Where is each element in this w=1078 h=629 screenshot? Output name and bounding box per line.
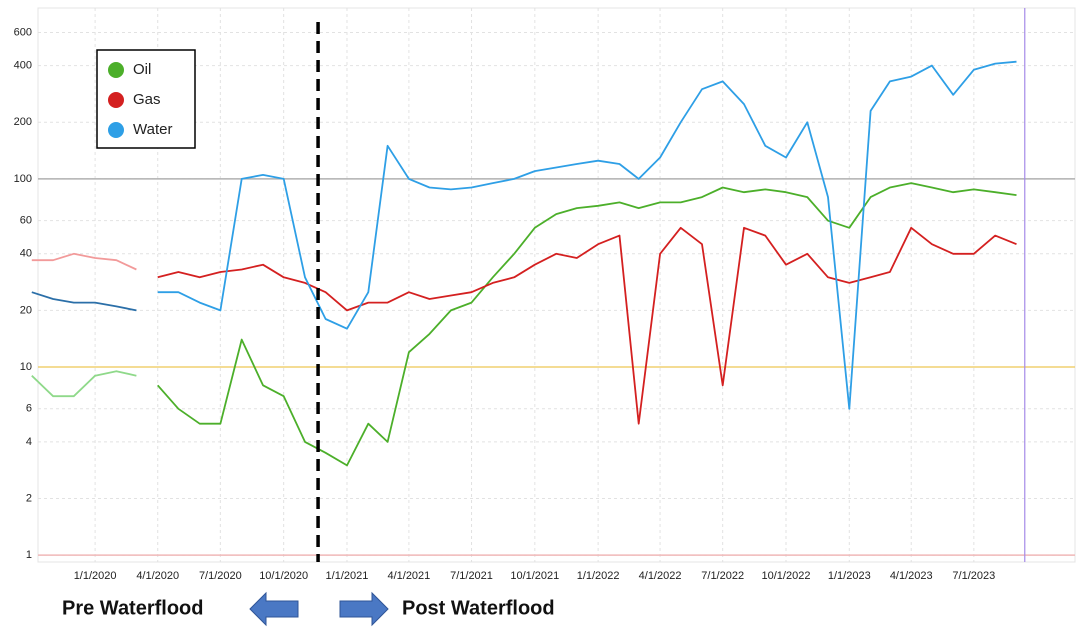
annotation: Pre Waterflood (62, 597, 204, 619)
x-tick-label: 4/1/2021 (387, 570, 430, 582)
legend-label: Water (133, 121, 172, 138)
x-tick-label: 1/1/2020 (74, 570, 117, 582)
x-tick-label: 4/1/2022 (639, 570, 682, 582)
y-tick-label: 20 (20, 304, 32, 316)
series-line (157, 182, 1017, 467)
x-tick-label: 10/1/2020 (259, 570, 308, 582)
x-tick-label: 7/1/2021 (450, 570, 493, 582)
y-tick-label: 600 (14, 26, 32, 38)
y-tick-label: 100 (14, 173, 32, 185)
x-tick-label: 4/1/2023 (890, 570, 933, 582)
x-tick-label: 10/1/2021 (510, 570, 559, 582)
x-tick-label: 4/1/2020 (136, 570, 179, 582)
y-tick-label: 4 (26, 436, 32, 448)
y-tick-label: 200 (14, 116, 32, 128)
legend-label: Gas (133, 91, 161, 108)
x-tick-label: 1/1/2022 (577, 570, 620, 582)
legend-swatch (108, 62, 124, 78)
x-tick-label: 1/1/2021 (326, 570, 369, 582)
arrow-right (339, 591, 389, 627)
history-line (31, 252, 137, 271)
annotation: Post Waterflood (402, 597, 555, 619)
x-tick-label: 7/1/2020 (199, 570, 242, 582)
y-tick-label: 400 (14, 60, 32, 72)
x-tick-label: 10/1/2022 (762, 570, 811, 582)
y-tick-label: 2 (26, 492, 32, 504)
legend-label: Oil (133, 61, 151, 78)
y-tick-label: 40 (20, 248, 32, 260)
y-tick-label: 1 (26, 549, 32, 561)
plot: 1 2 4 6 10 20 40 60 100 200 400 600 1/1/2020 4/1/2020… (14, 7, 1076, 582)
legend-swatch (108, 122, 124, 138)
y-tick-label: 60 (20, 215, 32, 227)
series-line (157, 60, 1017, 410)
x-tick-label: 1/1/2023 (828, 570, 871, 582)
y-tick-label: 10 (20, 361, 32, 373)
y-tick-label: 6 (26, 403, 32, 415)
plot-area (37, 7, 1076, 563)
x-tick-label: 7/1/2023 (952, 570, 995, 582)
x-tick-label: 7/1/2022 (701, 570, 744, 582)
legend-swatch (108, 92, 124, 108)
history-line (31, 291, 137, 312)
arrow-left (249, 591, 299, 627)
series-line (157, 226, 1017, 425)
history-line (31, 370, 137, 398)
legend: Oil Gas Water (96, 49, 196, 149)
